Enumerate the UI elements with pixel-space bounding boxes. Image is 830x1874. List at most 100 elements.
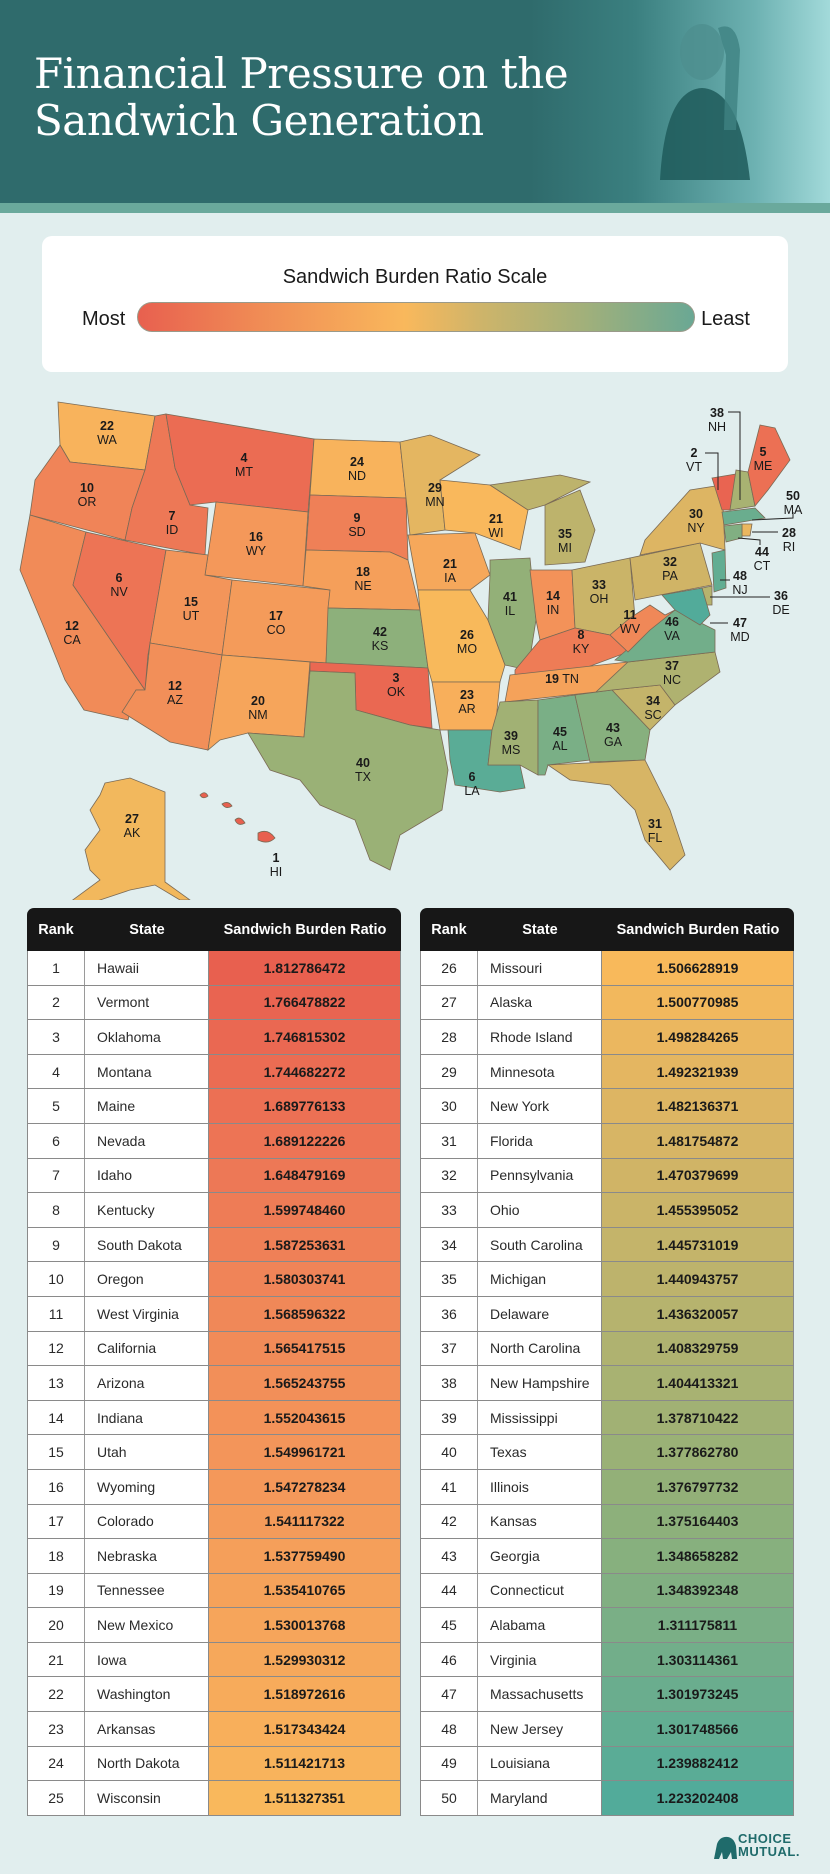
cell-rank: 10: [27, 1262, 85, 1296]
cell-ratio: 1.348658282: [602, 1539, 794, 1573]
table-row: 31 Florida 1.481754872: [420, 1123, 794, 1159]
table-body-left: 1 Hawaii 1.812786472 2 Vermont 1.766478822 3 Ok…: [27, 951, 401, 1816]
table-row: 7 Idaho 1.648479169: [27, 1158, 401, 1194]
cell-ratio: 1.348392348: [602, 1573, 794, 1608]
header-state: State: [522, 921, 558, 938]
cell-rank: 50: [420, 1781, 478, 1815]
svg-text:8KY: 8 KY: [573, 628, 590, 656]
header-state: State: [129, 921, 165, 938]
cell-state: Texas: [478, 1435, 602, 1469]
cell-ratio: 1.311175811: [602, 1608, 794, 1642]
state-NJ: [711, 549, 727, 593]
cell-state: Arizona: [85, 1366, 209, 1400]
cell-ratio: 1.568596322: [209, 1296, 401, 1331]
table-row: 6 Nevada 1.689122226: [27, 1123, 401, 1159]
svg-text:9SD: 9 SD: [348, 511, 365, 539]
cell-ratio: 1.689776133: [209, 1089, 401, 1123]
cell-rank: 12: [27, 1331, 85, 1366]
legend-title: Sandwich Burden Ratio Scale: [282, 266, 548, 288]
cell-ratio: 1.744682272: [209, 1054, 401, 1089]
state-NY: [639, 484, 726, 556]
cell-state: Oklahoma: [85, 1020, 209, 1054]
cell-state: Hawaii: [85, 951, 209, 985]
cell-state: Vermont: [85, 985, 209, 1020]
cell-ratio: 1.599748460: [209, 1193, 401, 1227]
cell-ratio: 1.500770985: [602, 985, 794, 1020]
cell-ratio: 1.511421713: [209, 1746, 401, 1781]
header-ratio: Sandwich Burden Ratio: [223, 921, 387, 938]
cell-rank: 27: [420, 985, 478, 1020]
table-row: 21 Iowa 1.529930312: [27, 1642, 401, 1678]
table-row: 3 Oklahoma 1.746815302: [27, 1020, 401, 1055]
state-IL: [487, 557, 537, 671]
cell-state: South Carolina: [478, 1227, 602, 1262]
cell-ratio: 1.547278234: [209, 1469, 401, 1504]
cell-rank: 33: [420, 1193, 478, 1227]
cell-rank: 13: [27, 1366, 85, 1400]
cell-rank: 18: [27, 1539, 85, 1573]
cell-rank: 49: [420, 1746, 478, 1781]
table-row: 24 North Dakota 1.511421713: [27, 1746, 401, 1782]
cell-state: Arkansas: [85, 1712, 209, 1746]
cell-rank: 15: [27, 1435, 85, 1469]
cell-state: Virginia: [478, 1642, 602, 1677]
cell-state: West Virginia: [85, 1296, 209, 1331]
table-row: 26 Missouri 1.506628919: [420, 951, 794, 986]
cell-ratio: 1.552043615: [209, 1400, 401, 1435]
cell-ratio: 1.301973245: [602, 1677, 794, 1712]
svg-text:6LA: 6 LA: [464, 770, 480, 798]
cell-rank: 3: [27, 1020, 85, 1054]
cell-ratio: 1.517343424: [209, 1712, 401, 1746]
state-FL: [546, 759, 686, 871]
table-row: 42 Kansas 1.375164403: [420, 1504, 794, 1540]
table-row: 16 Wyoming 1.547278234: [27, 1469, 401, 1505]
svg-text:6NV: 6 NV: [110, 571, 128, 599]
cell-rank: 44: [420, 1573, 478, 1608]
cell-rank: 34: [420, 1227, 478, 1262]
cell-state: Colorado: [85, 1504, 209, 1539]
page-title: Financial Pressure on the Sandwich Gener…: [34, 50, 594, 144]
table-header: Rank State Sandwich Burden Ratio: [27, 908, 401, 951]
table-row: 47 Massachusetts 1.301973245: [420, 1677, 794, 1713]
cell-rank: 47: [420, 1677, 478, 1712]
cell-ratio: 1.511327351: [209, 1781, 401, 1815]
cell-rank: 35: [420, 1262, 478, 1296]
cell-ratio: 1.239882412: [602, 1746, 794, 1781]
cell-state: Alaska: [478, 985, 602, 1020]
state-TX: [247, 670, 449, 871]
cell-state: Maryland: [478, 1781, 602, 1815]
cell-ratio: 1.482136371: [602, 1089, 794, 1123]
cell-rank: 38: [420, 1366, 478, 1400]
table-row: 4 Montana 1.744682272: [27, 1054, 401, 1090]
header-ratio: Sandwich Burden Ratio: [616, 921, 780, 938]
cell-rank: 36: [420, 1296, 478, 1331]
table-row: 29 Minnesota 1.492321939: [420, 1054, 794, 1090]
header-stripe: [0, 203, 830, 213]
cell-ratio: 1.223202408: [602, 1781, 794, 1815]
cell-ratio: 1.530013768: [209, 1608, 401, 1642]
cell-rank: 48: [420, 1712, 478, 1746]
cell-state: Montana: [85, 1054, 209, 1089]
cell-state: Nebraska: [85, 1539, 209, 1573]
ranking-table-left: Rank State Sandwich Burden Ratio 1 Hawaii…: [27, 908, 401, 1816]
us-choropleth-map: 22 WA 10 OR 12 CA 7 ID 6 NV 4 MT 16 WY 15 UT 12 A…: [0, 390, 830, 906]
table-row: 17 Colorado 1.541117322: [27, 1504, 401, 1540]
cell-rank: 8: [27, 1193, 85, 1227]
